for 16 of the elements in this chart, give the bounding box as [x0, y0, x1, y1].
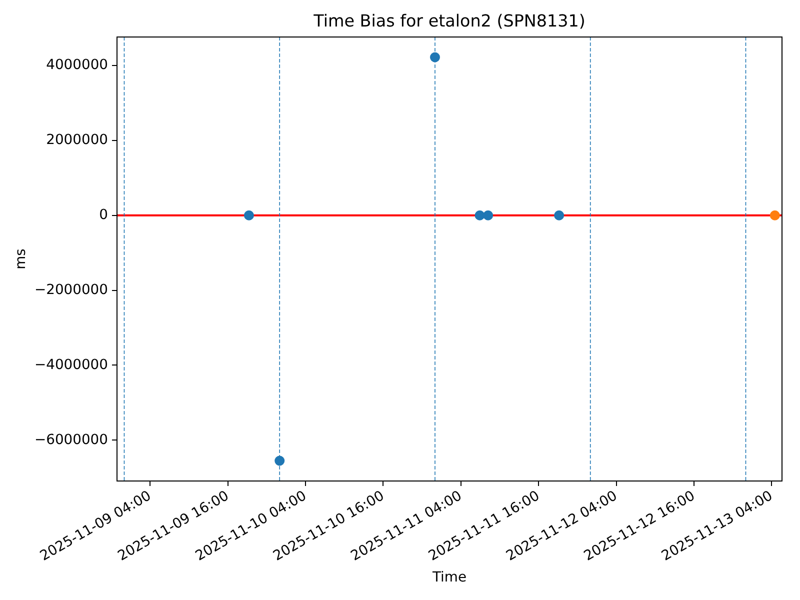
x-axis-title: Time: [432, 569, 466, 586]
y-tick-label: 4000000: [46, 57, 108, 74]
point: [474, 210, 485, 220]
point: [770, 210, 780, 220]
y-tick-label: −4000000: [34, 356, 108, 373]
point: [430, 52, 440, 62]
point: [483, 210, 494, 220]
point: [244, 210, 254, 220]
y-tick-label: 0: [99, 206, 108, 223]
y-axis-title: ms: [12, 248, 29, 270]
y-tick-label: −2000000: [34, 282, 108, 298]
point: [274, 456, 285, 466]
y-tick-label: −6000000: [34, 432, 108, 448]
chart-title: Time Bias for etalon2 (SPN8131): [312, 10, 586, 30]
y-tick-label: 2000000: [46, 132, 108, 148]
point: [554, 210, 564, 220]
